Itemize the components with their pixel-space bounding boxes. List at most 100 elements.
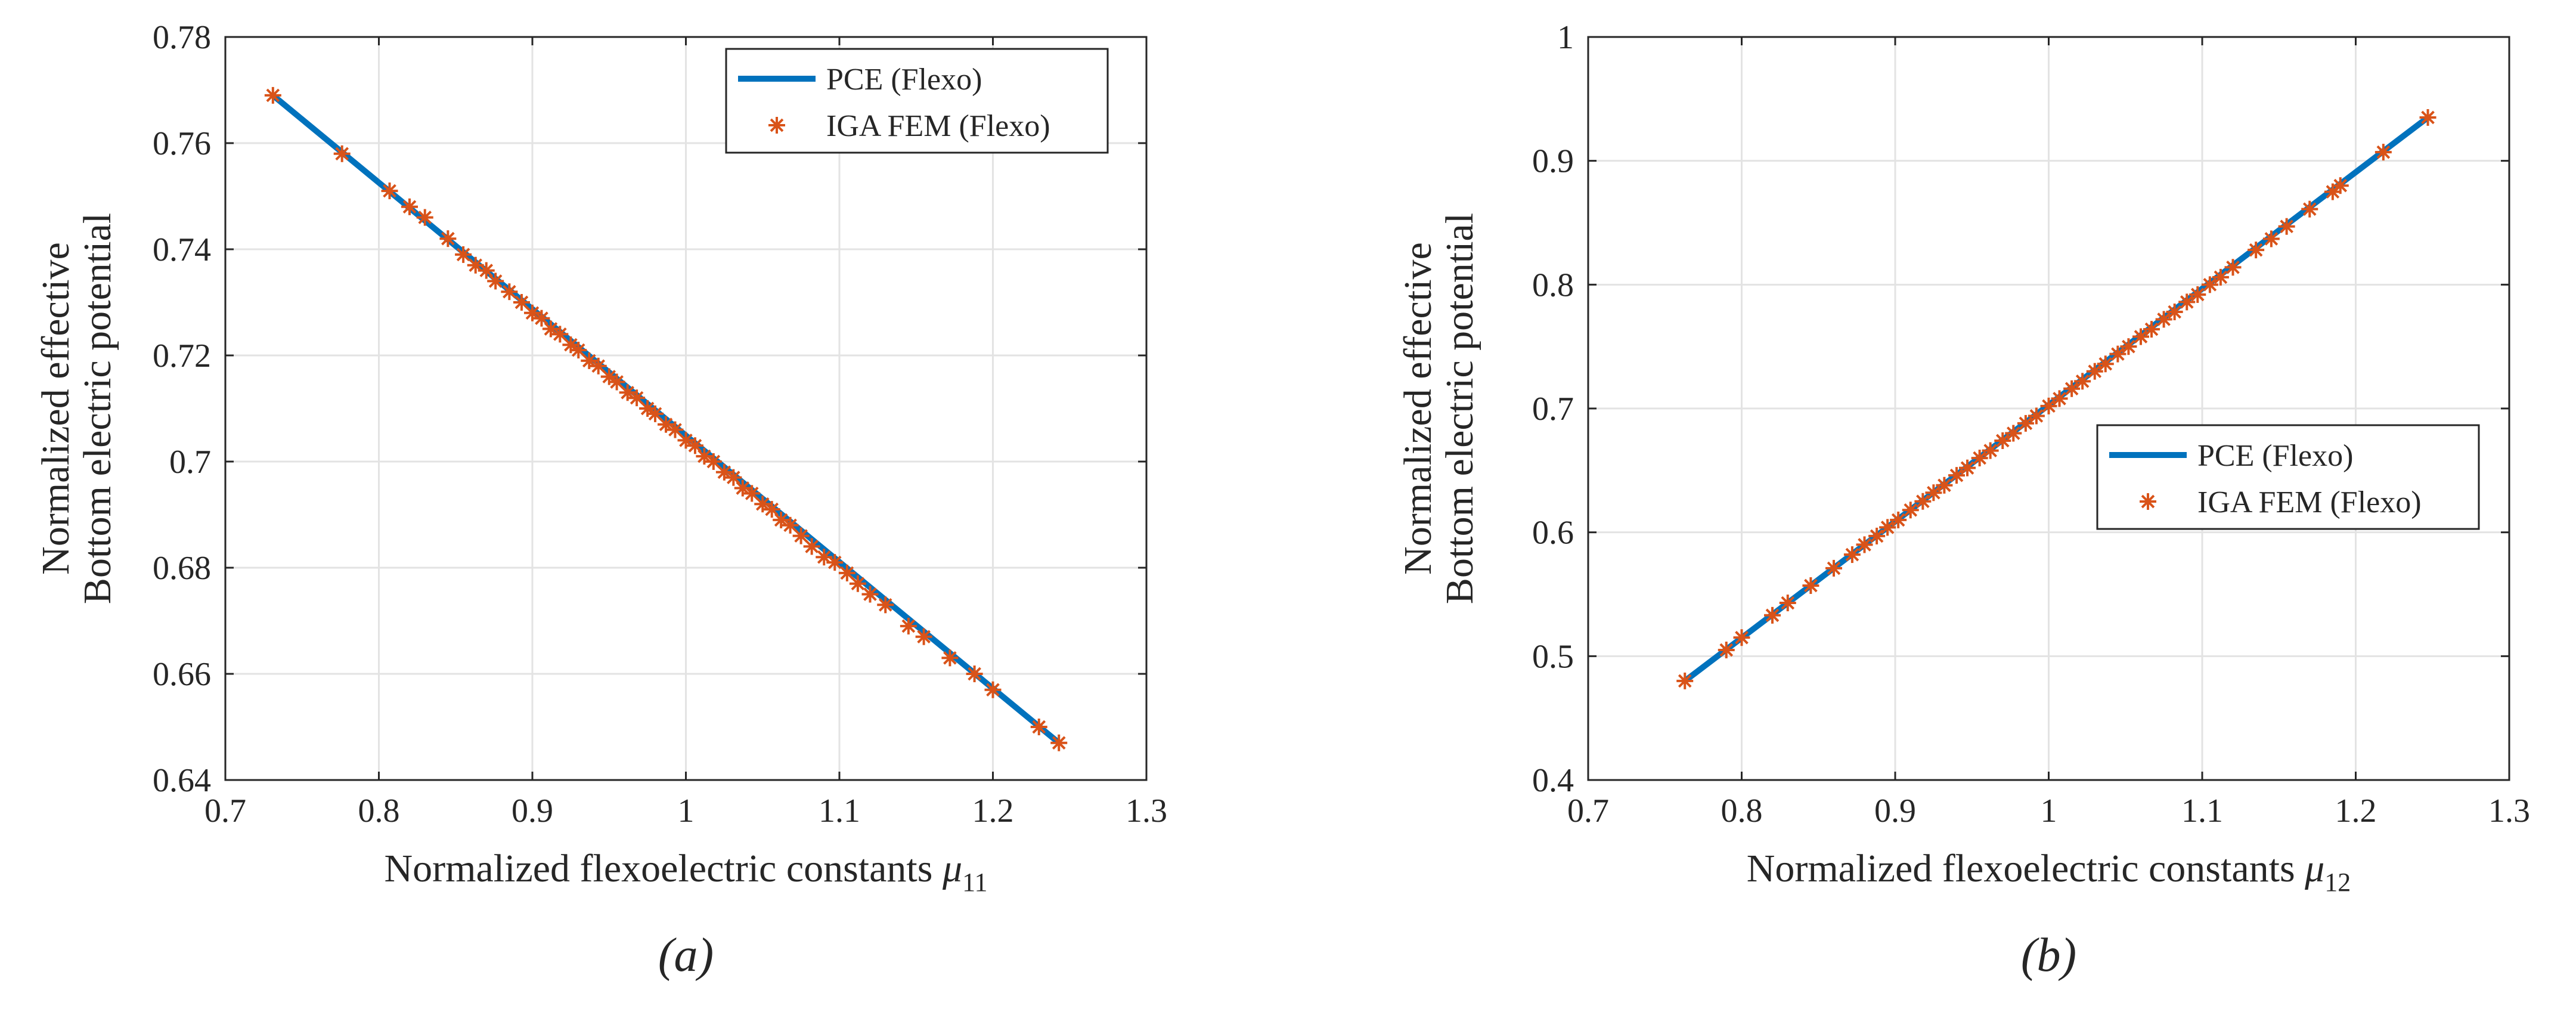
y-tick-label: 0.6 (1532, 515, 1574, 552)
y-tick-label: 1 (1557, 19, 1574, 56)
data-point (1856, 536, 1873, 553)
data-point (2189, 286, 2206, 303)
y-tick-label: 0.9 (1532, 143, 1574, 180)
data-point (2155, 311, 2172, 328)
data-point (1890, 511, 1907, 528)
y-axis-label: Bottom electric potential (1438, 213, 1481, 604)
data-point (647, 405, 664, 422)
data-point (1764, 606, 1781, 624)
data-point (2063, 380, 2081, 397)
data-point (533, 309, 550, 327)
x-axis-label-subscript: 12 (2324, 868, 2351, 897)
data-point (1902, 502, 1919, 519)
x-axis-label-subscript: 11 (962, 868, 987, 897)
x-tick-label: 1.2 (972, 793, 1014, 830)
y-tick-label: 0.7 (1532, 391, 1574, 428)
x-tick-label: 1.1 (2181, 793, 2223, 830)
data-point (455, 246, 472, 263)
y-tick-label: 0.7 (169, 444, 211, 481)
data-point (551, 326, 569, 343)
data-point (2028, 407, 2045, 425)
data-point (2166, 304, 2183, 321)
data-point (861, 586, 879, 603)
data-point (1982, 442, 1999, 459)
data-point (1802, 577, 1819, 594)
data-point (2109, 345, 2126, 363)
x-tick-label: 0.9 (512, 793, 553, 830)
data-point (2074, 373, 2091, 390)
legend-label: IGA FEM (Flexo) (826, 109, 1050, 143)
data-point (877, 596, 894, 614)
x-axis-label-symbol: μ (942, 847, 962, 890)
data-point (792, 527, 810, 544)
x-tick-label: 1.3 (1126, 793, 1167, 830)
y-tick-label: 0.74 (153, 231, 211, 268)
y-tick-label: 0.72 (153, 338, 211, 374)
data-point (2120, 338, 2137, 355)
data-point (705, 453, 722, 470)
data-point (487, 273, 504, 290)
x-axis-label-text: Normalized flexoelectric constants (1747, 847, 2305, 890)
data-point (2178, 293, 2196, 311)
y-tick-label: 0.4 (1532, 762, 1574, 799)
data-point (686, 437, 703, 454)
data-point (2086, 363, 2103, 380)
data-point (570, 342, 587, 359)
x-tick-label: 0.8 (1721, 793, 1763, 830)
data-point (838, 564, 855, 581)
x-tick-label: 1.3 (2488, 793, 2530, 830)
data-point (1948, 467, 1965, 484)
legend-star-swatch (768, 117, 785, 134)
legend-label: IGA FEM (Flexo) (2197, 485, 2422, 519)
data-point (1936, 476, 1953, 494)
x-tick-label: 1 (2041, 793, 2057, 830)
data-point (2301, 200, 2318, 218)
data-point (1959, 459, 1976, 476)
data-point (826, 554, 844, 571)
y-tick-label: 0.78 (153, 19, 211, 56)
data-point (725, 469, 742, 486)
data-point (677, 432, 695, 449)
data-point (734, 479, 751, 497)
data-point (590, 357, 607, 374)
axes-box (1587, 36, 2510, 781)
data-point (628, 389, 646, 407)
panel-caption: (a) (658, 929, 714, 982)
y-tick-label: 0.5 (1532, 638, 1574, 675)
data-point (2224, 259, 2242, 276)
legend-label: PCE (Flexo) (826, 63, 982, 97)
data-point (381, 182, 398, 200)
y-tick-label: 0.76 (153, 125, 211, 162)
legend: PCE (Flexo) IGA FEM (Flexo) (725, 48, 1109, 154)
data-point (743, 485, 761, 502)
data-point (1994, 432, 2011, 449)
data-point (941, 649, 959, 667)
y-axis-label: Normalized effective (1396, 242, 1440, 575)
data-point (2040, 397, 2057, 414)
data-point (1779, 595, 1796, 612)
panel-caption: (b) (2021, 929, 2076, 982)
data-point (2051, 390, 2068, 407)
y-axis-label: Normalized effective (34, 242, 78, 575)
data-point (2374, 144, 2392, 161)
x-axis-label-symbol: μ (2304, 847, 2324, 890)
data-point (2143, 321, 2160, 338)
y-tick-label: 0.8 (1532, 267, 1574, 304)
data-point (2262, 230, 2280, 247)
data-point (2248, 242, 2265, 259)
data-point (966, 666, 983, 682)
x-tick-label: 1 (678, 793, 695, 830)
data-point (2132, 328, 2149, 345)
data-point (763, 501, 780, 518)
y-tick-label: 0.68 (153, 550, 211, 587)
legend-box (725, 48, 1109, 154)
x-axis-label: Normalized flexoelectric constants μ12 (1747, 847, 2351, 897)
data-point (2201, 276, 2218, 293)
y-tick-label: 0.64 (153, 762, 211, 799)
data-point (2005, 425, 2022, 442)
chart-panel-a: 0.7 0.8 0.9 1 1.1 1.2 1.3 0.64 0.66 0.68 0.7 0.72 0.… (34, 19, 1167, 982)
data-point (2419, 109, 2436, 126)
chart-panel-b: 0.7 0.8 0.9 1 1.1 1.2 1.3 0.4 0.5 0.6 0.7 0.8 0.9 1 PC… (1396, 19, 2530, 982)
legend-star-swatch (2140, 493, 2156, 510)
